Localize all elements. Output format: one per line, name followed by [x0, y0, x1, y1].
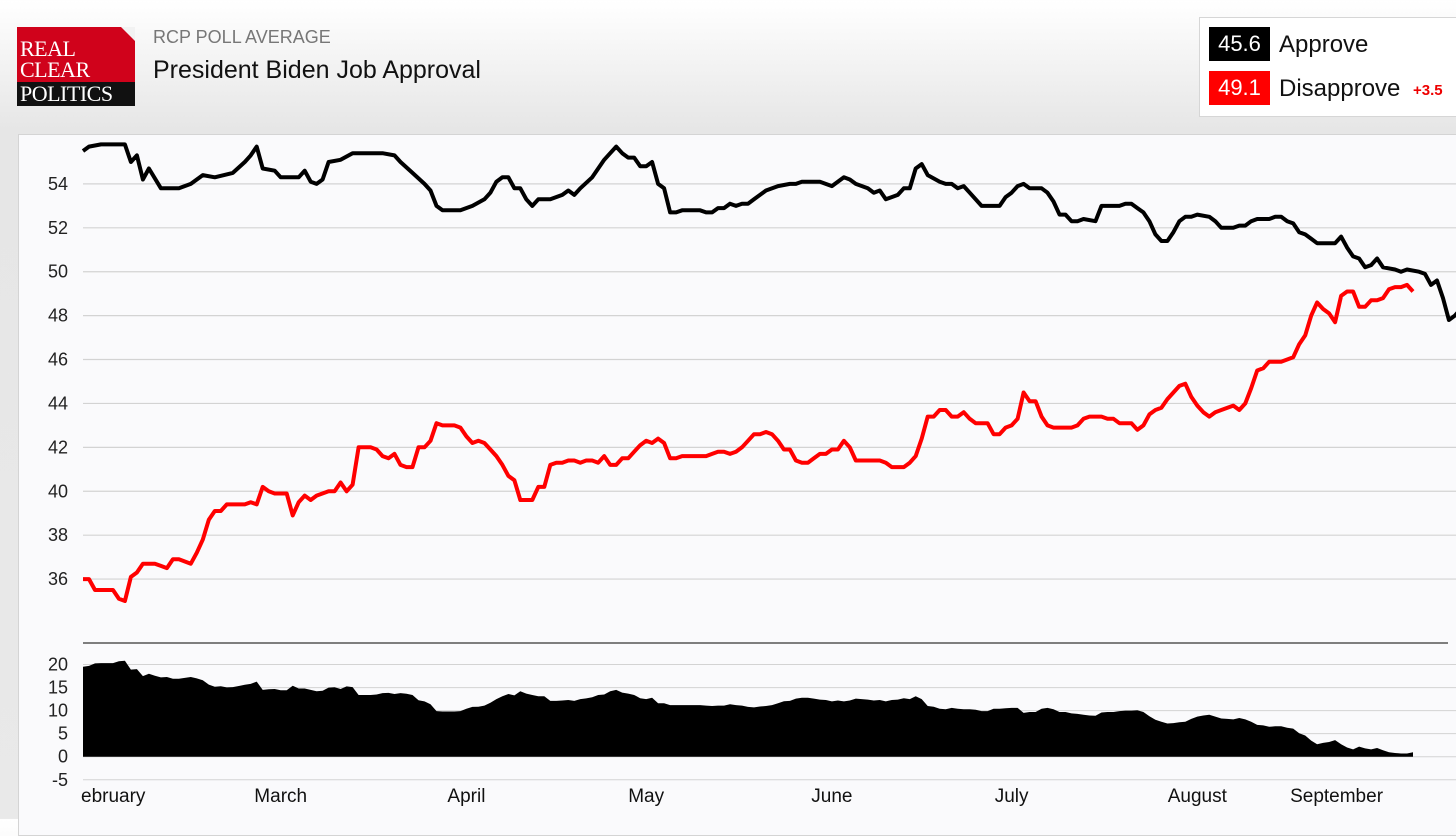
x-tick-label: September	[1290, 786, 1384, 807]
y-tick-label: 38	[48, 525, 68, 545]
x-tick-label: May	[628, 786, 664, 807]
x-tick-label: ebruary	[81, 786, 146, 807]
y-tick-label: 36	[48, 569, 68, 589]
disapprove-line[interactable]	[83, 285, 1413, 601]
y-tick-label: 50	[48, 262, 68, 282]
spread-y-tick-label: 0	[58, 747, 68, 767]
y-tick-label: 42	[48, 437, 68, 457]
y-tick-label: 44	[48, 393, 68, 413]
y-tick-label: 46	[48, 350, 68, 370]
spread-area-positive	[83, 661, 1413, 757]
spread-y-tick-label: 10	[48, 701, 68, 721]
x-tick-label: June	[811, 786, 852, 807]
spread-y-tick-label: 20	[48, 655, 68, 675]
y-tick-label: 48	[48, 306, 68, 326]
x-tick-label: July	[995, 786, 1029, 807]
x-tick-label: August	[1168, 786, 1228, 807]
approve-line[interactable]	[83, 144, 1456, 377]
x-tick-label: March	[254, 786, 307, 807]
x-tick-label: April	[447, 786, 485, 807]
spread-y-tick-label: 5	[58, 724, 68, 744]
spread-y-tick-label: -5	[52, 770, 68, 790]
spread-y-tick-label: 15	[48, 678, 68, 698]
y-tick-label: 40	[48, 481, 68, 501]
y-tick-label: 54	[48, 174, 68, 194]
y-tick-label: 52	[48, 218, 68, 238]
